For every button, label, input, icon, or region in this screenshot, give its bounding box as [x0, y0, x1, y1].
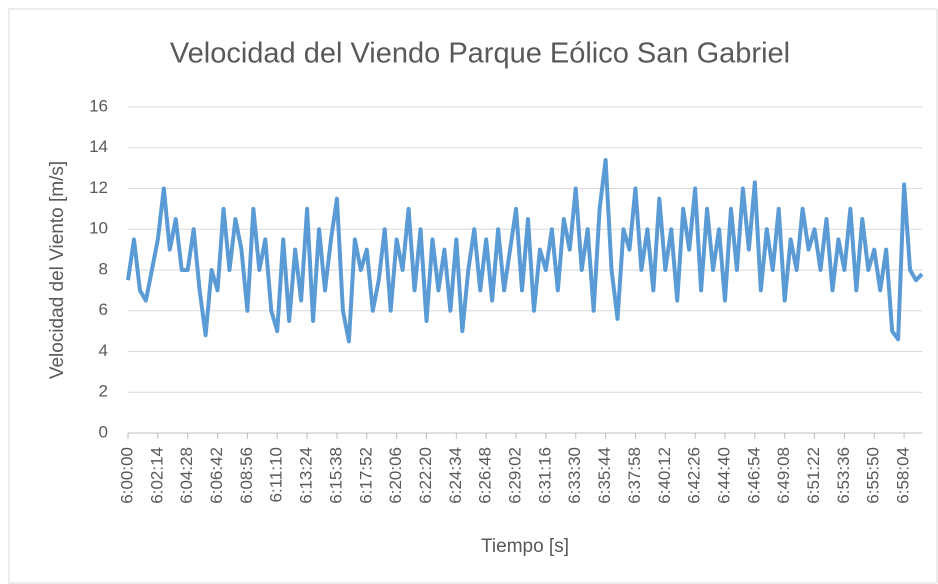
y-tick-label: 16 — [89, 96, 108, 115]
data-line — [126, 157, 924, 344]
x-tick-label: 6:06:42 — [207, 447, 226, 504]
x-tick-label: 6:46:54 — [744, 447, 763, 504]
x-tick-label: 6:55:50 — [864, 447, 883, 504]
x-tick-label: 6:04:28 — [177, 447, 196, 504]
y-tick-label: 2 — [99, 382, 108, 401]
x-tick-label: 6:00:00 — [117, 447, 136, 504]
x-tick-label: 6:58:04 — [894, 447, 913, 504]
x-tick-label: 6:31:16 — [535, 447, 554, 504]
x-tick-label: 6:15:38 — [326, 447, 345, 504]
x-tick-label: 6:11:10 — [267, 447, 286, 502]
x-tick-label: 6:29:02 — [506, 447, 525, 504]
x-tick-label: 6:40:12 — [655, 447, 674, 504]
y-tick-label: 8 — [99, 259, 108, 278]
y-tick-label: 6 — [99, 300, 108, 319]
x-tick-label: 6:17:52 — [356, 447, 375, 504]
x-tick-label: 6:22:20 — [416, 447, 435, 504]
x-tick-label: 6:20:06 — [386, 447, 405, 504]
x-tick-label: 6:49:08 — [774, 447, 793, 504]
x-tick-label: 6:37:58 — [625, 447, 644, 504]
x-tick-label: 6:51:22 — [804, 447, 823, 504]
y-tick-label: 14 — [89, 137, 108, 156]
x-tick-label: 6:24:34 — [446, 447, 465, 504]
x-tick-label: 6:35:44 — [595, 447, 614, 504]
y-axis-label: Velocidad del Viento [m/s] — [47, 161, 68, 379]
chart-title: Velocidad del Viendo Parque Eólico San G… — [170, 38, 790, 70]
x-tick-label: 6:53:36 — [834, 447, 853, 504]
x-tick-label: 6:44:40 — [714, 447, 733, 504]
x-tick-label: 6:42:26 — [685, 447, 704, 504]
x-tick-label: 6:08:56 — [237, 447, 256, 504]
y-tick-label: 10 — [89, 219, 108, 238]
x-tick-label: 6:02:14 — [147, 447, 166, 504]
y-tick-label: 0 — [99, 422, 108, 441]
x-tick-label: 6:26:48 — [476, 447, 495, 504]
x-axis-label: Tiempo [s] — [481, 536, 569, 557]
chart-frame — [8, 8, 938, 584]
y-tick-label: 4 — [99, 341, 108, 360]
x-tick-label: 6:33:30 — [565, 447, 584, 504]
x-tick-label: 6:13:24 — [297, 447, 316, 504]
y-tick-label: 12 — [89, 178, 108, 197]
